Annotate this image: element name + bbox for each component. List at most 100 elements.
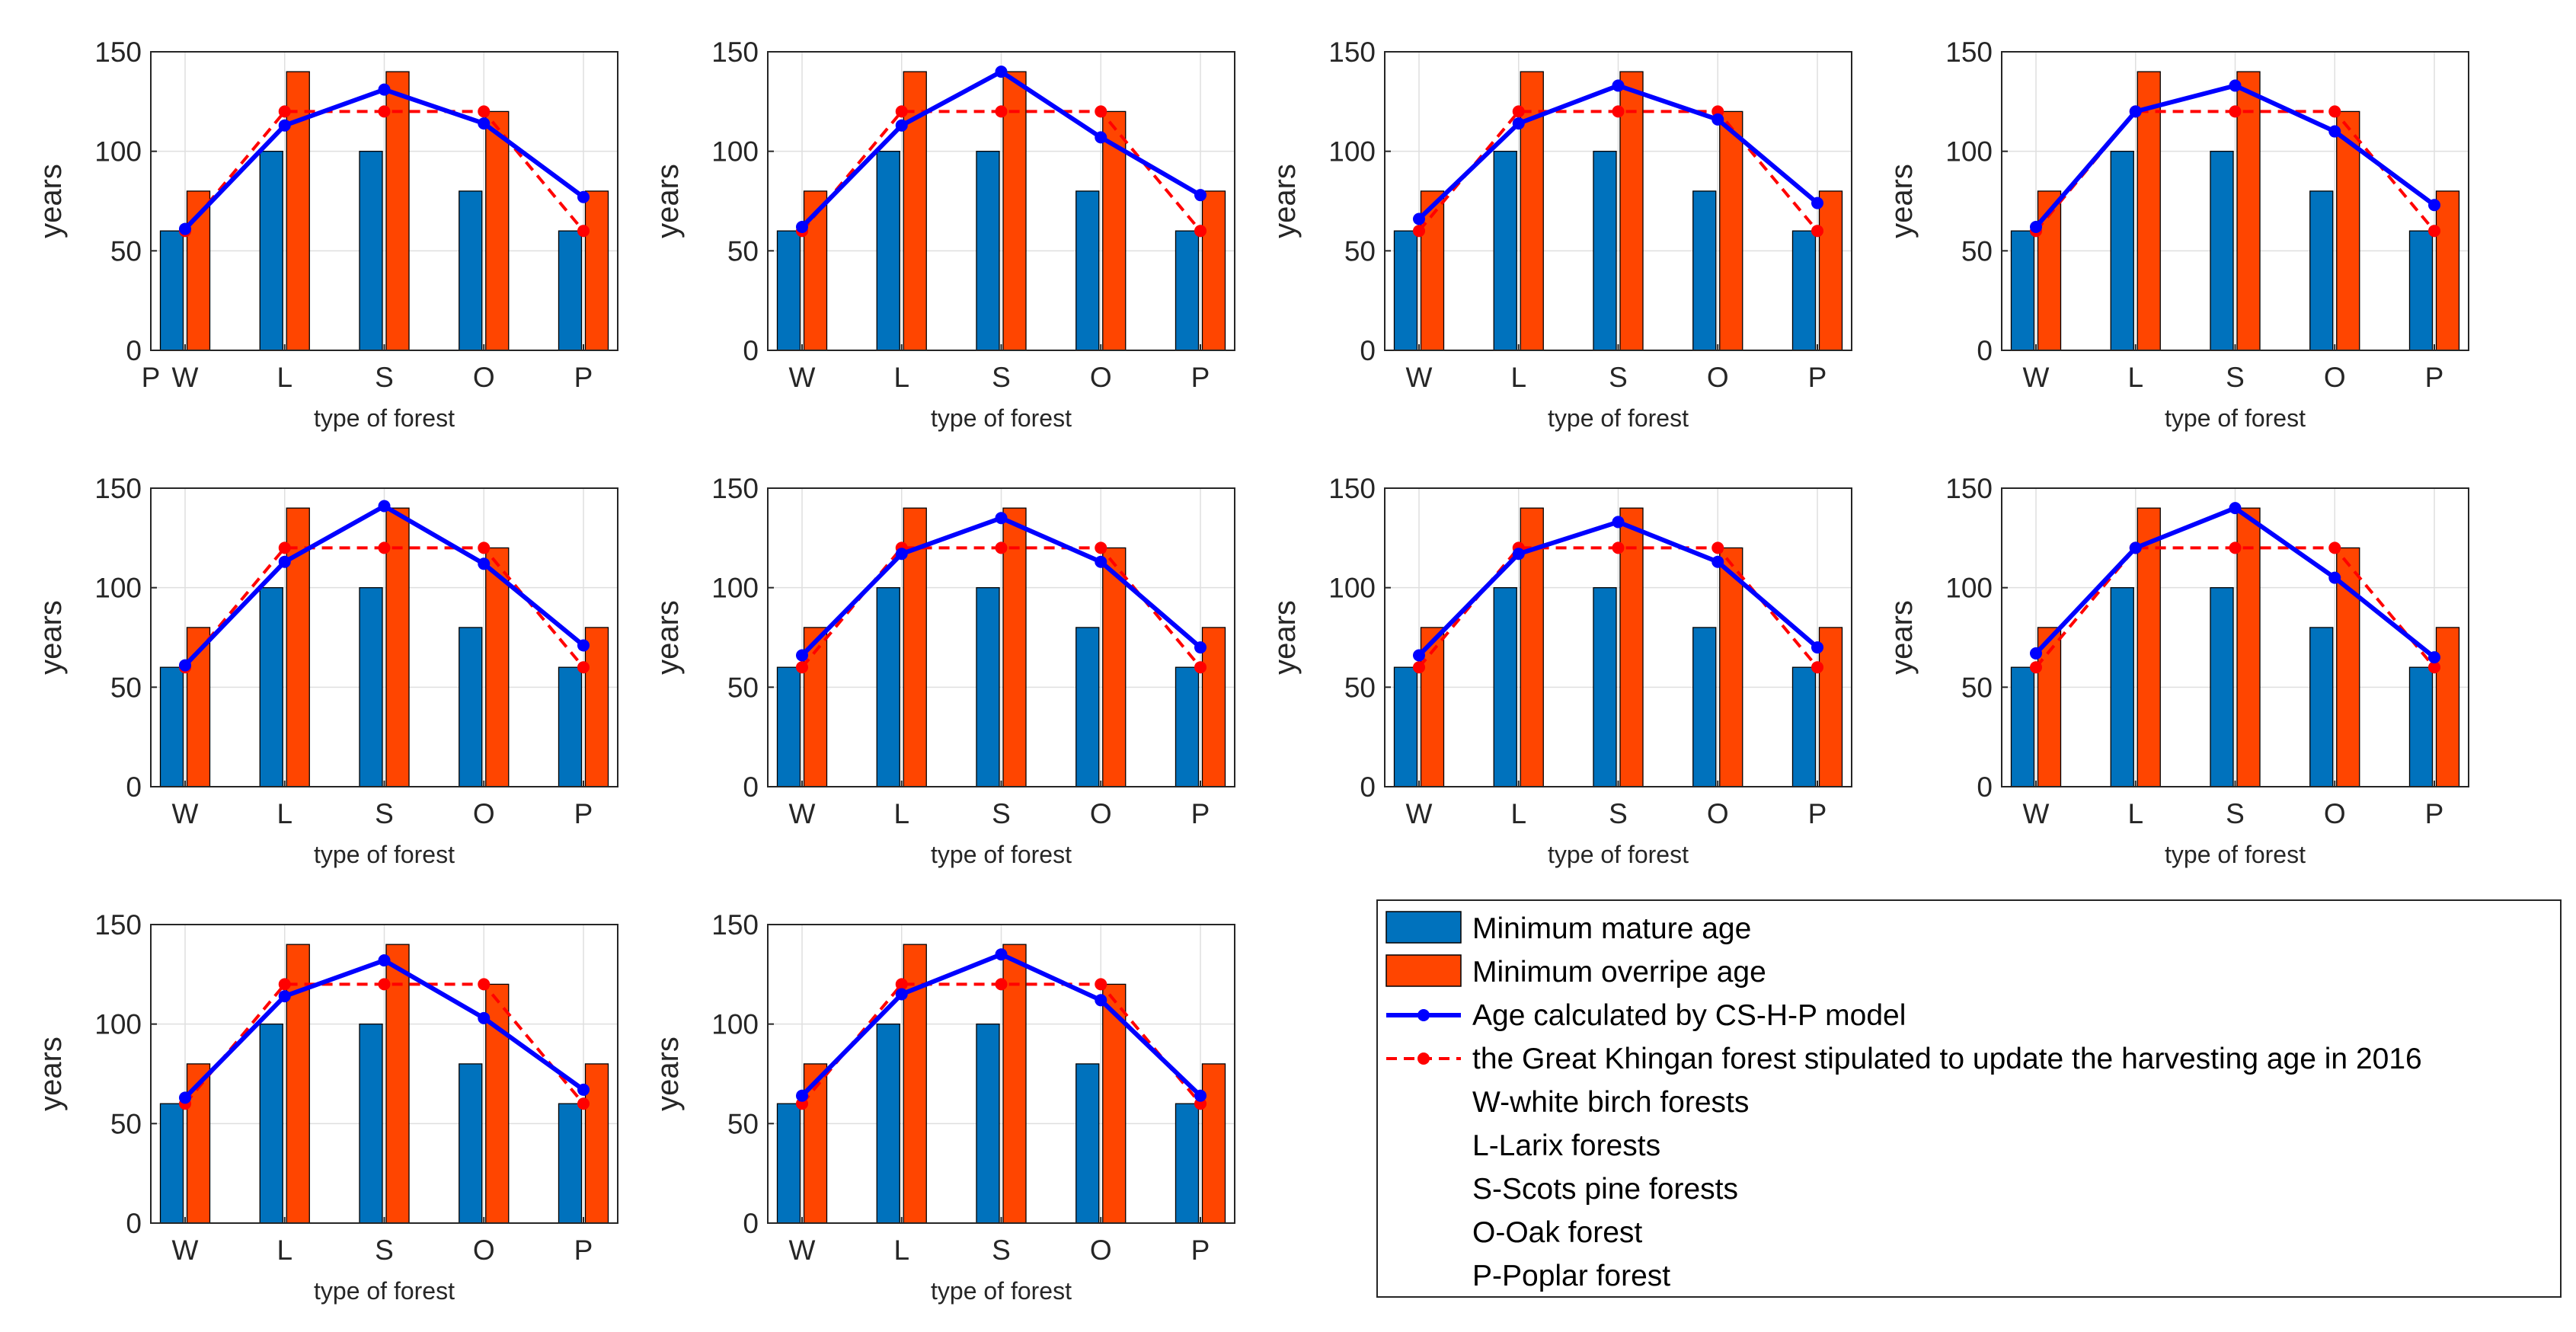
bar-mature-L [876, 1024, 900, 1224]
bar-mature-O [459, 190, 483, 351]
point-model-L [2129, 105, 2142, 118]
xtick-label-L: L [2127, 362, 2143, 393]
ytick-label: 0 [1360, 771, 1376, 803]
ytick-label: 100 [711, 573, 759, 604]
bar-mature-L [2110, 587, 2134, 787]
xtick-label-O: O [1707, 362, 1729, 393]
bar-mature-L [1493, 151, 1517, 351]
xtick-label-L: L [276, 362, 292, 393]
point-model-O [2328, 571, 2341, 584]
point-model-O [1095, 555, 1107, 568]
point-model-L [278, 555, 291, 568]
bar-overripe-W [803, 190, 828, 351]
point-model-P [1811, 196, 1823, 209]
bar-overripe-P [1818, 627, 1843, 787]
point-stipulated-P [577, 225, 590, 238]
point-model-S [2229, 502, 2242, 515]
xtick-label-O: O [2324, 362, 2346, 393]
point-stipulated-S [2229, 541, 2242, 554]
point-stipulated-L [278, 541, 291, 554]
point-stipulated-L [895, 978, 908, 991]
bar-mature-S [976, 1024, 1000, 1224]
bar-mature-S [359, 1024, 383, 1224]
ytick-label: 50 [110, 672, 142, 703]
bar-mature-O [1692, 627, 1717, 787]
ytick-label: 100 [94, 573, 142, 604]
bar-overripe-P [2435, 190, 2460, 351]
bar-overripe-S [1619, 71, 1644, 351]
legend-label-overripe: Minimum overripe age [1472, 956, 1766, 989]
xtick-label-W: W [172, 1235, 199, 1266]
ytick-label: 150 [711, 37, 759, 68]
bar-mature-W [2010, 230, 2035, 351]
xtick-label-P: P [2425, 362, 2444, 393]
xtick-label-O: O [473, 798, 495, 829]
xtick-label-O: O [473, 1235, 495, 1266]
bar-mature-O [459, 627, 483, 787]
point-stipulated-O [1095, 541, 1107, 554]
bar-overripe-P [2435, 627, 2460, 787]
point-stipulated-W [796, 661, 808, 674]
ytick-label: 150 [1945, 473, 1993, 504]
bar-overripe-P [1201, 627, 1226, 787]
point-model-O [1711, 113, 1724, 126]
bar-overripe-O [1102, 983, 1127, 1224]
ytick-label: 100 [1328, 573, 1376, 604]
y-axis-label: years [651, 1037, 685, 1111]
ytick-label: 50 [1344, 672, 1376, 703]
ytick-label: 50 [727, 672, 759, 703]
point-model-L [2129, 541, 2142, 554]
bar-overripe-S [385, 71, 410, 351]
bar-mature-S [2210, 587, 2234, 787]
ytick-label: 150 [711, 909, 759, 941]
bar-overripe-O [1102, 547, 1127, 787]
point-model-S [378, 500, 391, 513]
bar-mature-W [776, 1103, 801, 1224]
bar-mature-W [776, 230, 801, 351]
bar-mature-L [876, 587, 900, 787]
ytick-label: 100 [711, 1009, 759, 1040]
point-stipulated-P [1811, 225, 1823, 238]
point-stipulated-O [1095, 105, 1107, 118]
point-model-O [2328, 125, 2341, 138]
x-axis-label: type of forest [2165, 841, 2306, 868]
point-stipulated-S [995, 105, 1008, 118]
point-stipulated-L [278, 978, 291, 991]
xtick-label-L: L [276, 798, 292, 829]
y-axis-label: years [34, 164, 68, 238]
point-model-L [895, 988, 908, 1001]
ytick-label: 0 [126, 771, 142, 803]
legend-box [1376, 899, 2562, 1298]
bar-mature-L [259, 587, 283, 787]
point-stipulated-O [1095, 978, 1107, 991]
xtick-label-L: L [893, 798, 909, 829]
point-stipulated-P [577, 661, 590, 674]
bar-mature-P [558, 1103, 583, 1224]
bar-mature-L [1493, 587, 1517, 787]
legend-label-mature: Minimum mature age [1472, 912, 1751, 945]
ytick-label: 150 [94, 909, 142, 941]
bar-mature-O [1075, 627, 1100, 787]
point-model-S [995, 512, 1008, 525]
point-model-S [1612, 79, 1625, 92]
bar-mature-S [1593, 587, 1617, 787]
bar-overripe-S [1002, 507, 1027, 787]
bar-overripe-O [1719, 547, 1743, 787]
point-model-P [1811, 641, 1823, 654]
bar-mature-P [1175, 1103, 1200, 1224]
point-stipulated-S [1612, 541, 1625, 554]
x-axis-label: type of forest [314, 841, 455, 868]
xtick-label-S: S [375, 1235, 394, 1266]
bar-overripe-L [1520, 507, 1544, 787]
point-model-P [577, 190, 590, 203]
ytick-label: 100 [1328, 136, 1376, 168]
xtick-label-S: S [992, 362, 1011, 393]
bar-mature-L [259, 1024, 283, 1224]
point-model-O [1095, 994, 1107, 1007]
xtick-label-W: W [789, 798, 816, 829]
ytick-label: 50 [110, 235, 142, 267]
point-model-L [1512, 117, 1525, 130]
ytick-label: 100 [94, 136, 142, 168]
xtick-label-P: P [1191, 1235, 1210, 1266]
